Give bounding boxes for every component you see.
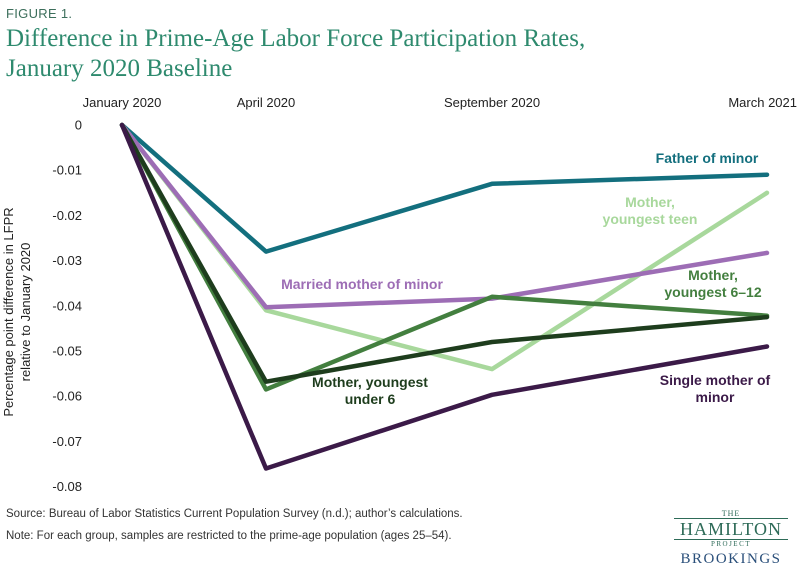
x-tick-label: January 2020 (83, 95, 162, 110)
y-tick-label: -0.05 (52, 344, 82, 359)
series-label: youngest 6–12 (664, 284, 761, 300)
x-tick-label: March 2021 (728, 95, 797, 110)
y-tick-label: -0.02 (52, 208, 82, 223)
source-note: Source: Bureau of Labor Statistics Curre… (6, 508, 463, 520)
logo-brookings: BROOKINGS (680, 551, 782, 567)
line-chart: January 2020 April 2020 September 2020 Marc… (1, 95, 797, 494)
chart-title-line-1: Difference in Prime-Age Labor Force Part… (6, 25, 586, 52)
figure-label: FIGURE 1. (6, 6, 73, 21)
logo-hamilton: HAMILTON (674, 518, 788, 540)
series-line-single-mother-of-minor (119, 122, 770, 471)
hamilton-brookings-logo: THE HAMILTON PROJECT BROOKINGS (670, 510, 792, 568)
series-line-father-of-minor (119, 122, 770, 254)
chart-title-line-2: January 2020 Baseline (6, 55, 233, 82)
y-tick-label: -0.07 (52, 434, 82, 449)
series-label: Father of minor (656, 150, 759, 166)
chart-title: Difference in Prime-Age Labor Force Part… (6, 24, 726, 84)
logo-the: THE (721, 509, 741, 518)
series-label: Mother, (688, 267, 738, 283)
series-label: Single mother of (660, 372, 771, 388)
series-label: Married mother of minor (281, 276, 443, 292)
series-line-married-mother-of-minor (119, 122, 770, 310)
y-tick-label: -0.03 (52, 253, 82, 268)
x-tick-label: April 2020 (237, 95, 296, 110)
series-label: minor (696, 389, 735, 405)
series-label: Mother, (625, 194, 675, 210)
series-line-mother-youngest-under-6 (119, 122, 770, 384)
y-tick-label: -0.08 (52, 479, 82, 494)
series-label: under 6 (345, 391, 396, 407)
y-axis-label-line: Percentage point difference in LFPR (1, 207, 16, 416)
series-label: Mother, youngest (312, 374, 428, 390)
y-tick-label: -0.01 (52, 163, 82, 178)
series-label: youngest teen (603, 211, 698, 227)
logo-project: PROJECT (710, 540, 752, 548)
y-axis-label-line: relative to January 2020 (18, 243, 33, 382)
y-tick-label: -0.04 (52, 298, 82, 313)
x-tick-label: September 2020 (444, 95, 540, 110)
y-tick-label: -0.06 (52, 389, 82, 404)
y-tick-label: 0 (75, 118, 82, 133)
sample-note: Note: For each group, samples are restri… (6, 530, 452, 542)
